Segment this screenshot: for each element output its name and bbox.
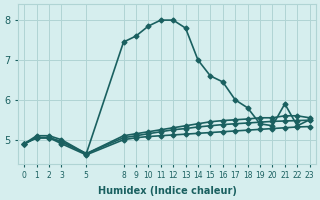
X-axis label: Humidex (Indice chaleur): Humidex (Indice chaleur) (98, 186, 236, 196)
